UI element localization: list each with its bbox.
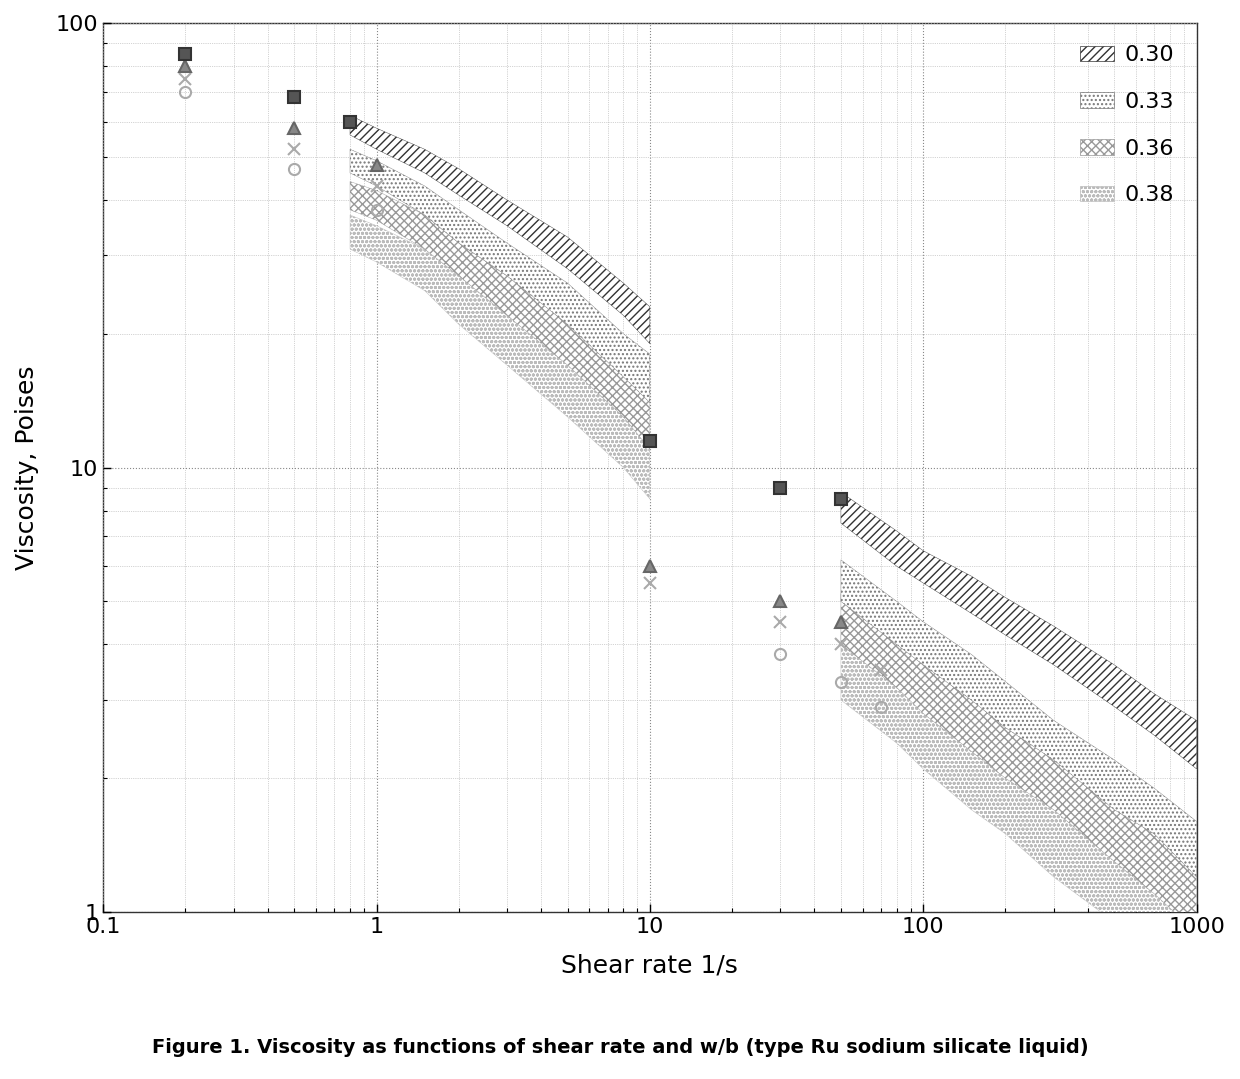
Text: Figure 1. Viscosity as functions of shear rate and w/b (type Ru sodium silicate : Figure 1. Viscosity as functions of shea… [151, 1038, 1089, 1057]
Y-axis label: Viscosity, Poises: Viscosity, Poises [15, 366, 38, 570]
X-axis label: Shear rate 1/s: Shear rate 1/s [562, 954, 738, 978]
Legend: 0.30, 0.33, 0.36, 0.38: 0.30, 0.33, 0.36, 0.38 [1069, 35, 1185, 216]
